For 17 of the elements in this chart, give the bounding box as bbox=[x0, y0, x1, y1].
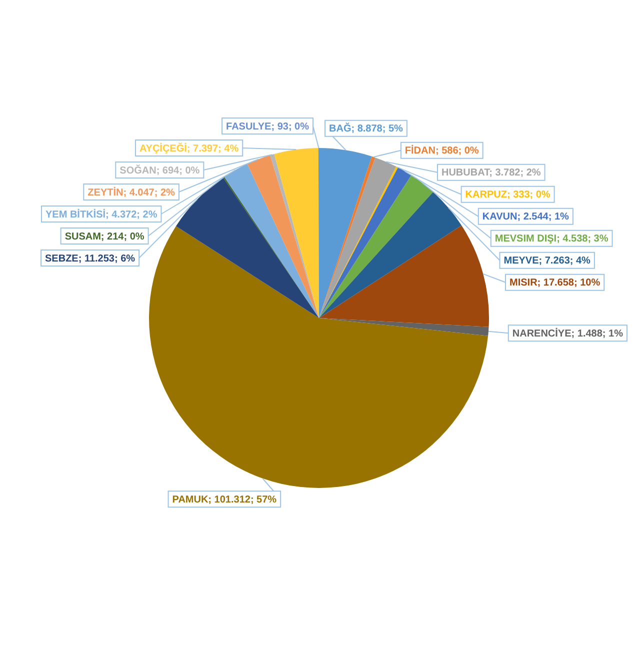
slice-label: KARPUZ; 333; 0% bbox=[465, 190, 550, 201]
slice-label: ZEYTİN; 4.047; 2% bbox=[88, 186, 176, 198]
slice-label: HUBUBAT; 3.782; 2% bbox=[441, 168, 541, 179]
slice-label: AYÇİÇEĞİ; 7.397; 4% bbox=[139, 142, 239, 154]
slice-label: MISIR; 17.658; 10% bbox=[510, 278, 600, 289]
slice-label: BAĞ; 8.878; 5% bbox=[329, 122, 404, 135]
slice-label: FİDAN; 586; 0% bbox=[404, 144, 479, 157]
slice-label: FASULYE; 93; 0% bbox=[226, 121, 310, 132]
slice-label: SUSAM; 214; 0% bbox=[64, 231, 144, 242]
slice-label: NARENCİYE; 1.488; 1% bbox=[512, 327, 624, 340]
slice-label: MEYVE; 7.263; 4% bbox=[504, 256, 591, 267]
slice-label: SOĞAN; 694; 0% bbox=[120, 164, 200, 176]
slice-label: MEVSIM DIŞI; 4.538; 3% bbox=[494, 234, 608, 245]
slice-label: SEBZE; 11.253; 6% bbox=[45, 253, 136, 264]
slice-label: YEM BİTKİSİ; 4.372; 2% bbox=[46, 208, 158, 220]
slice-label: PAMUK; 101.312; 57% bbox=[172, 494, 277, 506]
slice-label: KAVUN; 2.544; 1% bbox=[482, 212, 570, 223]
